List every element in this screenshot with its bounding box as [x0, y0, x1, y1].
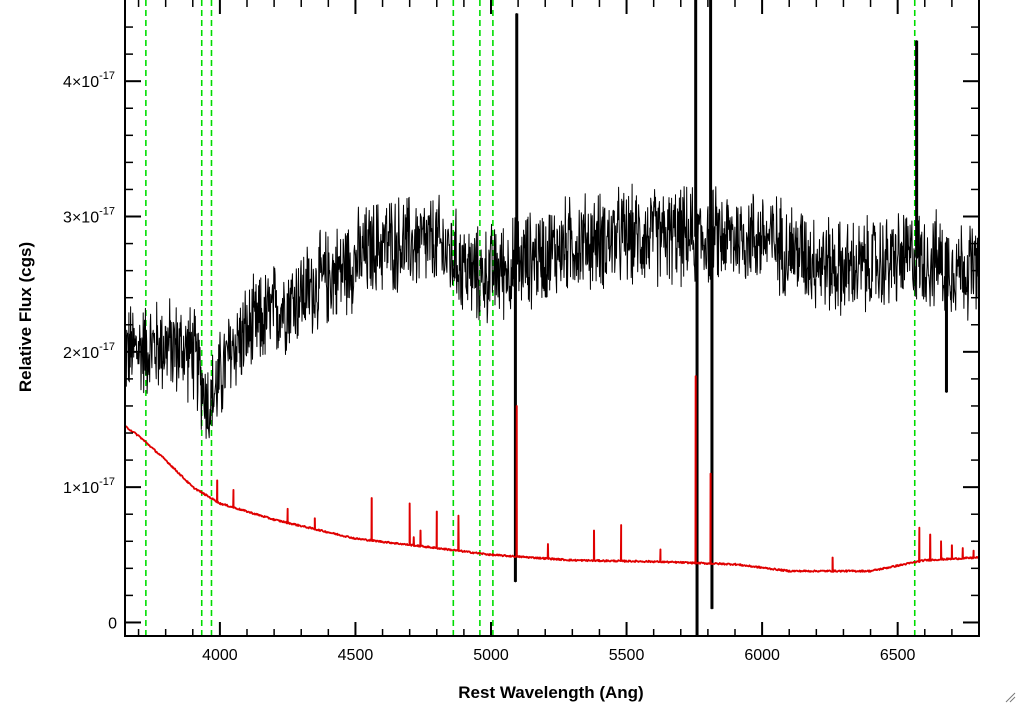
x-tick-label: 6500 [880, 647, 916, 664]
x-tick-label: 4500 [338, 647, 374, 664]
axes [124, 0, 980, 637]
y-tick-label: 1×10-17 [63, 476, 115, 497]
emission-line-markers [145, 0, 916, 636]
y-axis-title: Relative Flux (cgs) [16, 242, 35, 392]
x-tick-label: 6000 [744, 647, 780, 664]
x-tick-label: 4000 [202, 647, 238, 664]
y-tick-label: 0 [108, 615, 117, 632]
observed-spectrum-line [125, 0, 979, 636]
y-tick-label: 2×10-17 [63, 341, 115, 362]
tick-labels: 4000 4500 5000 5500 6000 6500 0 1×10-17 2×10-17 3… [63, 70, 916, 664]
x-tick-label: 5000 [473, 647, 509, 664]
y-tick-label: 4×10-17 [63, 70, 115, 91]
y-tick-label: 3×10-17 [63, 206, 115, 227]
resize-grip-icon[interactable] [1004, 691, 1016, 703]
x-tick-label: 5500 [609, 647, 645, 664]
tick-marks [125, 0, 980, 636]
model-spectrum-line [125, 375, 979, 573]
series-layer [125, 0, 979, 636]
plot-frame [124, 0, 980, 637]
x-axis-title: Rest Wavelength (Ang) [458, 683, 643, 702]
